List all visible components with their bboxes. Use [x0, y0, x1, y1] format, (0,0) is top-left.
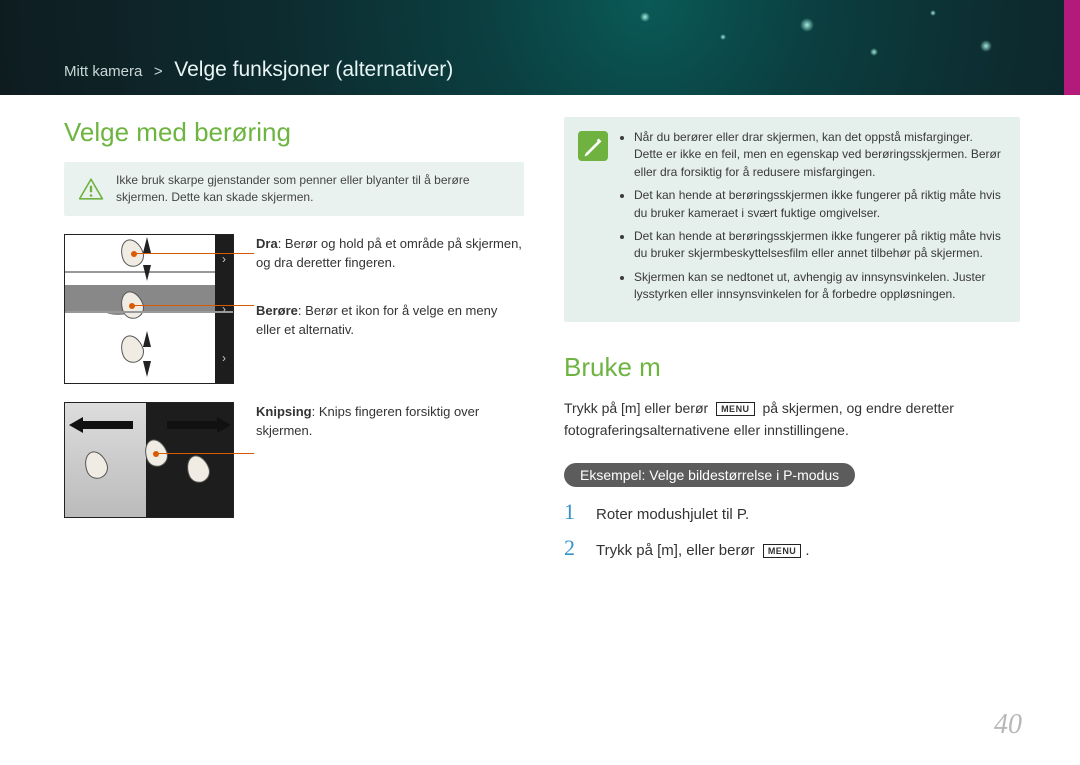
right-heading: Bruke m [564, 352, 1020, 383]
pen-icon [578, 131, 608, 161]
flick-label: Knipsing [256, 404, 312, 419]
warning-icon [78, 177, 104, 201]
menu-chip: MENU [763, 544, 802, 558]
gesture-drag-thumb: ››› [64, 234, 234, 384]
step-num: 2 [564, 537, 582, 559]
gesture-flick: Knipsing: Knips fingeren forsiktig over … [64, 402, 524, 518]
step-text: Trykk på [m], eller berør MENU. [596, 542, 1020, 559]
page-number: 40 [994, 709, 1022, 741]
tips-box: Når du berører eller drar skjermen, kan … [564, 117, 1020, 322]
tip-item: Skjermen kan se nedtonet ut, avhengig av… [634, 269, 1002, 304]
step2-a: Trykk på [m], eller berør [596, 542, 755, 559]
warning-text: Ikke bruk skarpe gjenstander som penner … [116, 173, 470, 204]
tap-label: Berøre [256, 303, 298, 318]
gesture-drag-tap: ››› [64, 234, 524, 384]
tip-item: Det kan hende at berøringsskjermen ikke … [634, 187, 1002, 222]
left-column: Velge med berøring Ikke bruk skarpe gjen… [64, 117, 524, 573]
menu-chip: MENU [716, 402, 755, 416]
arrow-right-icon [161, 415, 231, 435]
right-column: Når du berører eller drar skjermen, kan … [564, 117, 1020, 573]
arrow-left-icon [69, 415, 139, 435]
tip-item: Når du berører eller drar skjermen, kan … [634, 129, 1002, 181]
step-2: 2 Trykk på [m], eller berør MENU. [564, 537, 1020, 559]
header-accent [1064, 0, 1080, 95]
step-1: 1 Roter modushjulet til P. [564, 501, 1020, 523]
breadcrumb-sep: > [154, 63, 163, 80]
gesture-flick-thumb [64, 402, 234, 518]
breadcrumb-title: Velge funksjoner (alternativer) [174, 58, 453, 81]
warning-box: Ikke bruk skarpe gjenstander som penner … [64, 162, 524, 216]
left-heading: Velge med berøring [64, 117, 524, 148]
gesture-drag-tap-text: Dra: Berør og hold på et område på skjer… [256, 234, 524, 340]
step-num: 1 [564, 501, 582, 523]
tip-item: Det kan hende at berøringsskjermen ikke … [634, 228, 1002, 263]
header-band: Mitt kamera > Velge funksjoner (alternat… [0, 0, 1080, 95]
gesture-flick-text: Knipsing: Knips fingeren forsiktig over … [256, 402, 524, 441]
example-pill: Eksempel: Velge bildestørrelse i P-modus [564, 463, 855, 487]
intro-text: Trykk på [m] eller berør MENU på skjerme… [564, 397, 1020, 442]
drag-text: : Berør og hold på et område på skjermen… [256, 236, 522, 271]
intro-a: Trykk på [m] eller berør [564, 400, 708, 416]
step-text: Roter modushjulet til P. [596, 506, 1020, 523]
breadcrumb: Mitt kamera > Velge funksjoner (alternat… [64, 58, 453, 82]
drag-label: Dra [256, 236, 278, 251]
breadcrumb-parent: Mitt kamera [64, 63, 142, 80]
step2-b: . [805, 542, 809, 559]
